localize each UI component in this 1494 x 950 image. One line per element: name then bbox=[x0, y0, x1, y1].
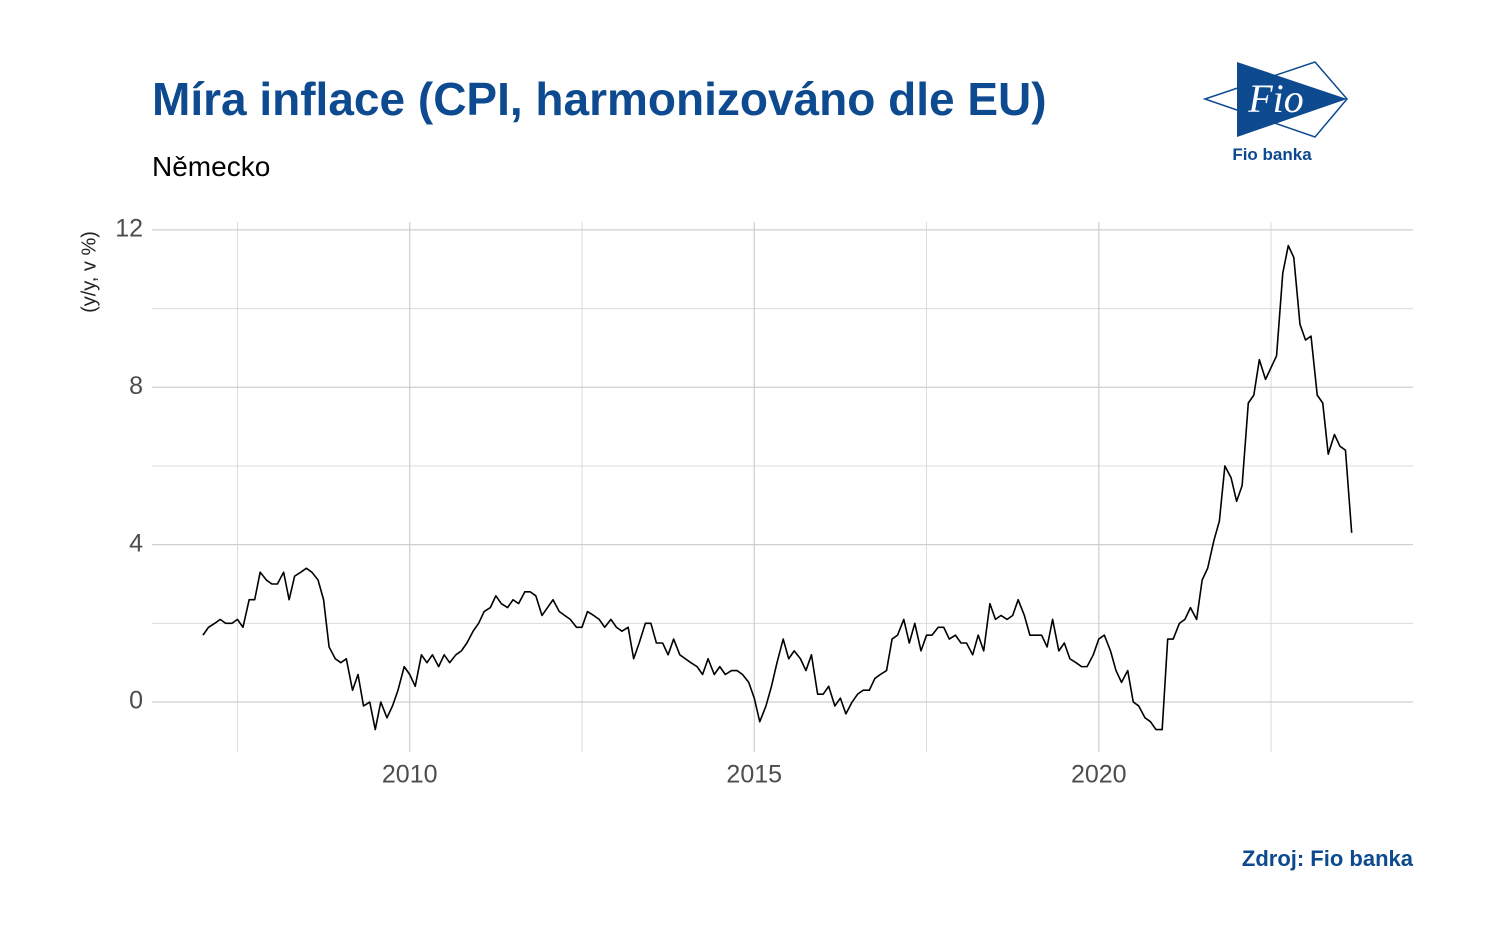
logo-flag bbox=[1237, 62, 1347, 137]
x-tick-label: 2015 bbox=[726, 761, 782, 789]
line bbox=[202, 244, 1353, 731]
logo-mark: Fio bbox=[1247, 76, 1304, 121]
chart-subtitle: Německo bbox=[152, 151, 270, 182]
y-axis-label: (y/y, v %) bbox=[78, 231, 100, 313]
logo-name: Fio banka bbox=[1232, 145, 1312, 164]
x-tick-label: 2020 bbox=[1071, 761, 1127, 789]
x-tick-label: 2010 bbox=[382, 761, 438, 789]
logo: Fio Fio banka bbox=[1202, 61, 1348, 164]
chart-title: Míra inflace (CPI, harmonizováno dle EU) bbox=[152, 73, 1047, 125]
y-tick-label: 8 bbox=[129, 372, 143, 400]
y-tick-label: 12 bbox=[115, 214, 143, 242]
y-tick-label: 0 bbox=[129, 687, 143, 715]
y-tick-label: 4 bbox=[129, 529, 143, 557]
source: Zdroj: Fio banka bbox=[1242, 846, 1414, 871]
